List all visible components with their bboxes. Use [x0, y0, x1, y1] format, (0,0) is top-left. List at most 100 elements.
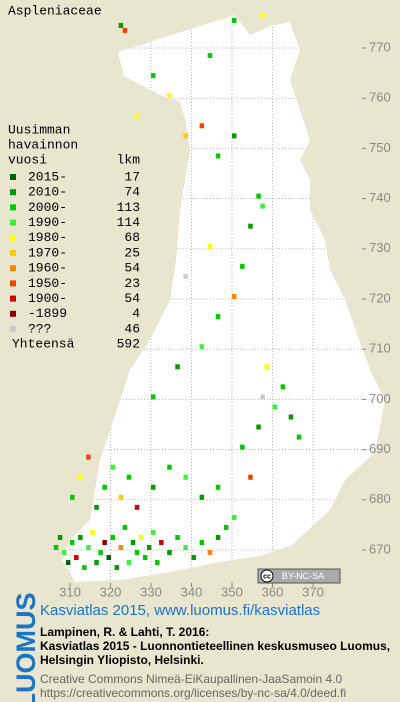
- legend-swatch: [10, 326, 16, 332]
- y-tick-label: 730: [369, 240, 391, 255]
- grid-square: [74, 555, 79, 561]
- legend-swatch: [10, 219, 16, 226]
- legend-count: 74: [124, 185, 140, 200]
- grid-square: [175, 364, 180, 370]
- grid-square: [57, 534, 63, 540]
- legend-total: 592: [117, 336, 140, 351]
- legend-label: 1900-: [28, 291, 67, 306]
- grid-square: [155, 560, 160, 566]
- grid-square: [256, 193, 261, 199]
- legend-count: 113: [117, 200, 140, 215]
- grid-square: [199, 123, 205, 129]
- grid-square: [183, 133, 188, 139]
- grid-square: [126, 560, 132, 566]
- grid-square: [78, 474, 83, 480]
- y-tick-label: 700: [369, 391, 391, 406]
- grid-square: [94, 560, 99, 566]
- legend-label: 1970-: [28, 245, 67, 260]
- legend-label: 2015-: [28, 169, 67, 184]
- grid-square: [215, 153, 221, 159]
- grid-square: [167, 93, 172, 99]
- grid-square: [130, 539, 136, 545]
- grid-square: [118, 545, 124, 550]
- legend-count: 68: [124, 230, 140, 245]
- grid-square: [110, 534, 115, 540]
- license[interactable]: https://creativecommons.org/licenses/by-…: [40, 686, 346, 700]
- grid-square: [232, 17, 237, 23]
- svg-text:cc: cc: [263, 573, 271, 580]
- legend-swatch: [10, 295, 16, 302]
- legend-heading: Uusimman: [8, 122, 70, 137]
- y-tick-label: 680: [369, 491, 391, 506]
- legend-count: 114: [117, 215, 141, 230]
- legend-count: 23: [124, 276, 140, 291]
- grid-square: [138, 534, 144, 540]
- grid-square: [78, 534, 83, 540]
- badge-text: BY-NC-SA: [282, 571, 324, 581]
- y-tick-label: 740: [369, 190, 391, 205]
- grid-square: [86, 454, 91, 460]
- grid-square: [260, 203, 265, 209]
- legend-label: 2000-: [28, 200, 67, 215]
- x-tick-label: 360: [262, 584, 284, 599]
- grid-square: [65, 560, 71, 566]
- grid-square: [90, 529, 95, 535]
- legend-swatch: [10, 280, 16, 287]
- grid-square: [215, 484, 221, 490]
- grid-square: [215, 534, 221, 540]
- grid-square: [151, 394, 156, 400]
- grid-square: [207, 243, 213, 249]
- x-tick-label: 350: [221, 584, 243, 599]
- citation: Helsingin Yliopisto, Helsinki.: [40, 653, 204, 667]
- legend-count: 46: [124, 321, 140, 336]
- grid-square: [191, 555, 196, 561]
- grid-square: [159, 539, 164, 545]
- grid-square: [232, 133, 237, 139]
- y-tick-label: 760: [369, 90, 391, 105]
- x-tick-label: 310: [59, 584, 81, 599]
- grid-square: [256, 424, 261, 430]
- grid-square: [199, 539, 205, 545]
- legend-label: 1960-: [28, 261, 67, 276]
- legend-count: 54: [124, 261, 140, 276]
- x-tick-label: 320: [100, 584, 122, 599]
- grid-square: [94, 504, 99, 510]
- grid-square: [102, 539, 107, 545]
- grid-square: [215, 314, 221, 320]
- grid-square: [232, 294, 237, 299]
- legend-swatch: [10, 250, 16, 256]
- grid-square: [207, 53, 213, 59]
- grid-square: [146, 545, 152, 550]
- citation: Kasviatlas 2015 - Luonnontieteellinen ke…: [40, 639, 390, 653]
- grid-square: [151, 484, 156, 490]
- grid-square: [183, 545, 188, 550]
- grid-square: [134, 550, 140, 556]
- grid-square: [199, 494, 205, 500]
- legend-count: 17: [124, 169, 140, 184]
- legend-count-heading: lkm: [117, 152, 141, 167]
- grid-square: [260, 394, 265, 400]
- legend-label: 1950-: [28, 276, 67, 291]
- grid-square: [248, 223, 253, 229]
- y-tick-label: 770: [369, 39, 391, 54]
- grid-square: [110, 464, 115, 470]
- country-shape: [62, 15, 385, 582]
- legend-swatch: [10, 310, 16, 317]
- grid-square: [114, 565, 120, 571]
- legend-label: 2010-: [28, 185, 67, 200]
- grid-square: [122, 27, 128, 33]
- grid-square: [296, 434, 302, 440]
- legend-label: ???: [28, 321, 51, 336]
- grid-square: [134, 504, 140, 510]
- link[interactable]: Kasviatlas 2015, www.luomus.fi/kasviatla…: [40, 602, 320, 619]
- legend-heading: vuosi: [8, 152, 47, 167]
- grid-square: [53, 545, 59, 550]
- grid-square: [199, 344, 205, 350]
- grid-square: [142, 555, 148, 561]
- license: Creative Commons Nimeä-EiKaupallinen-Jaa…: [40, 672, 342, 686]
- map-title: Aspleniaceae: [8, 3, 102, 18]
- grid-square: [183, 474, 188, 480]
- legend-swatch: [10, 189, 16, 196]
- legend-swatch: [10, 265, 16, 272]
